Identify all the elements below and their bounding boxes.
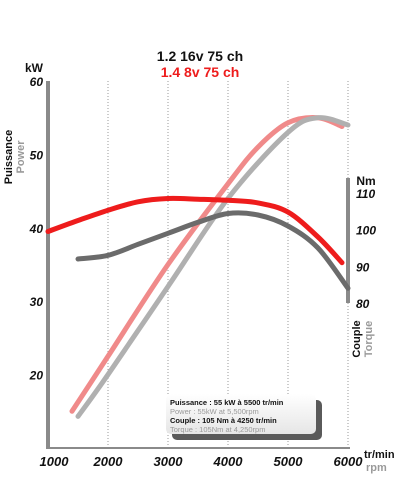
x-tick-label-3000: 3000 xyxy=(154,454,184,469)
y-left-label-en: Power xyxy=(15,140,27,174)
chart-title: 1.2 16v 75 ch xyxy=(157,48,243,64)
legend-box-panel xyxy=(166,394,316,434)
y-left-unit: kW xyxy=(25,61,44,75)
chart-subtitle: 1.4 8v 75 ch xyxy=(161,64,240,80)
x-tick-label-4000: 4000 xyxy=(213,454,244,469)
y-left-tick-label-30: 30 xyxy=(30,295,44,309)
legend-power-fr: Puissance : 55 kW à 5500 tr/min xyxy=(170,398,284,407)
y-left-tick-label-20: 20 xyxy=(29,369,44,383)
y-right-tick-label-100: 100 xyxy=(356,224,376,238)
grid-lines xyxy=(107,81,349,448)
x-tick-label-5000: 5000 xyxy=(274,454,304,469)
x-axis-label-en: rpm xyxy=(366,462,387,474)
y-left-tick-label-60: 60 xyxy=(30,75,44,89)
x-tick-label-6000: 6000 xyxy=(334,454,364,469)
legend-power-en: Power : 55kW at 5,500rpm xyxy=(170,407,259,416)
y-right-tick-label-80: 80 xyxy=(356,297,370,311)
x-axis-label-fr: tr/min xyxy=(364,449,395,461)
series-power-1-2-16v xyxy=(75,115,351,419)
y-right-unit: Nm xyxy=(356,174,375,188)
x-tick-label-1000: 1000 xyxy=(40,454,70,469)
y-left-label-fr: Puissance xyxy=(3,130,15,184)
x-tick-label-2000: 2000 xyxy=(93,454,124,469)
y-left-tick-label-40: 40 xyxy=(29,222,44,236)
legend-box: Puissance : 55 kW à 5500 tr/min Power : … xyxy=(166,394,322,440)
right-axis-bar xyxy=(346,178,350,303)
tick-labels: 1000 2000 3000 4000 5000 6000 60 20 30 40 50 80 90 10… xyxy=(29,75,377,469)
y-right-label-en: Torque xyxy=(363,321,375,357)
legend-torque-fr: Couple : 105 Nm à 4250 tr/min xyxy=(170,416,277,425)
series-torque-1-2-16v xyxy=(75,210,351,291)
y-right-tick-label-90: 90 xyxy=(356,260,370,274)
left-axis-bar xyxy=(46,81,50,448)
legend-torque-en: Torque : 105Nm at 4,250rpm xyxy=(170,425,265,434)
y-left-tick-label-50: 50 xyxy=(30,148,44,162)
y-right-tick-label-110: 110 xyxy=(356,187,375,201)
series-lines xyxy=(45,115,351,419)
series-torque-1-4-8v xyxy=(45,195,345,266)
y-right-label-fr: Couple xyxy=(351,320,363,357)
